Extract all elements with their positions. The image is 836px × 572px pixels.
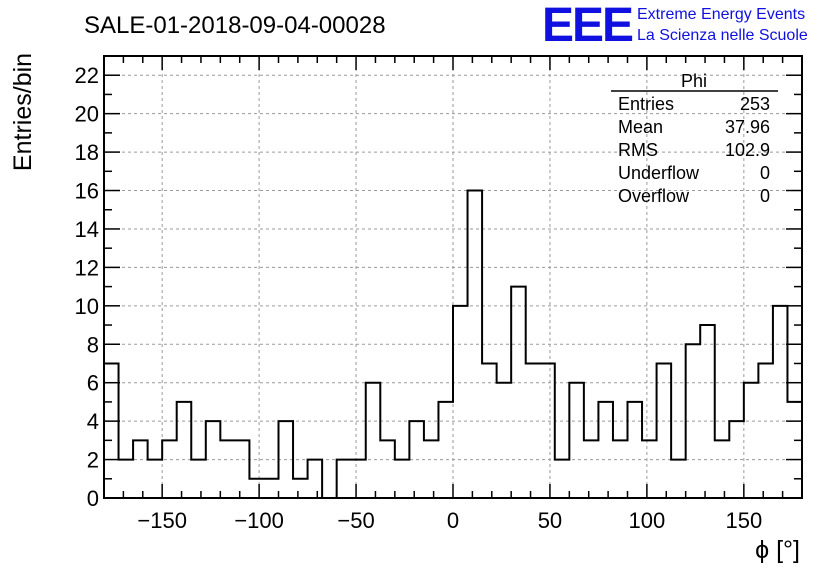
y-tick-label: 6 (87, 371, 99, 396)
y-tick-label: 2 (87, 448, 99, 473)
stats-label: Mean (618, 117, 663, 137)
histogram-bin (671, 460, 686, 498)
y-tick-label: 10 (75, 294, 99, 319)
stats-value: 0 (760, 186, 770, 206)
histogram-bin (686, 344, 701, 498)
x-tick-label: 150 (725, 508, 762, 533)
histogram-bin (337, 460, 352, 498)
eee-logo-line2: La Scienza nelle Scuole (637, 27, 808, 44)
histogram-bin (598, 402, 613, 498)
histogram-bin (279, 421, 294, 498)
stats-value: 253 (740, 94, 770, 114)
histogram-bin (526, 363, 541, 498)
eee-logo-line1: Extreme Energy Events (637, 6, 805, 23)
y-tick-label: 12 (75, 255, 99, 280)
histogram-bin (206, 421, 221, 498)
histogram-bin (613, 440, 628, 498)
histogram-bin (351, 460, 366, 498)
histogram-bin (758, 363, 773, 498)
histogram-bin (555, 460, 570, 498)
y-axis-label: Entries/bin (9, 53, 37, 171)
stats-rows: Entries 253 Mean 37.96 RMS 102.9 Underflow 0 Ove… (618, 94, 770, 206)
histogram-bin (177, 402, 192, 498)
y-tick-label: 22 (75, 63, 99, 88)
histogram-bin (235, 440, 250, 498)
histogram-bin (700, 325, 715, 498)
histogram-bin (468, 191, 483, 498)
histogram-bin (293, 479, 308, 498)
x-axis-label: ϕ [°] (755, 536, 800, 564)
x-tick-label: 50 (538, 508, 562, 533)
histogram-bin (119, 460, 134, 498)
histogram-bin (497, 383, 512, 498)
y-tick-label: 14 (75, 217, 99, 242)
x-tick-label: 100 (629, 508, 666, 533)
y-tick-label: 8 (87, 332, 99, 357)
y-tick-label: 0 (87, 486, 99, 511)
histogram-bin (409, 421, 424, 498)
histogram-bin (148, 460, 163, 498)
x-tick-label: −150 (137, 508, 187, 533)
histogram-bin (249, 479, 264, 498)
y-tick-label: 16 (75, 179, 99, 204)
eee-logo: EEE Extreme Energy Events La Scienza nel… (542, 0, 808, 52)
axis-ticks (104, 55, 802, 499)
stats-value: 0 (760, 163, 770, 183)
x-tick-label: −100 (234, 508, 284, 533)
histogram-bin (773, 306, 788, 498)
histogram-bin (424, 440, 439, 498)
histogram-bin (104, 363, 119, 498)
histogram-bin (628, 402, 643, 498)
histogram-bin (133, 440, 148, 498)
eee-logo-text: EEE (542, 0, 633, 52)
histogram-bin (715, 440, 730, 498)
x-tick-label: 0 (447, 508, 459, 533)
x-tick-label: −50 (337, 508, 374, 533)
stats-label: RMS (618, 140, 658, 160)
histogram-bin (395, 460, 410, 498)
stats-label: Underflow (618, 163, 700, 183)
stats-label: Overflow (618, 186, 690, 206)
histogram-bin (366, 383, 381, 498)
histogram-bin (744, 383, 759, 498)
histogram-bin (642, 440, 657, 498)
histogram-bin (511, 287, 526, 498)
stats-value: 102.9 (725, 140, 770, 160)
histogram-bin (380, 440, 395, 498)
histogram-bin (438, 402, 453, 498)
histogram-bin (162, 440, 177, 498)
histogram-bin (453, 306, 468, 498)
stats-box-title: Phi (681, 71, 707, 91)
histogram-bin (191, 460, 206, 498)
stats-label: Entries (618, 94, 674, 114)
histogram-bin (657, 363, 672, 498)
y-tick-label: 18 (75, 140, 99, 165)
x-tick-labels: −150 −100 −50 0 50 100 150 (137, 508, 762, 533)
histogram-outline (103, 189, 803, 499)
y-tick-label: 20 (75, 102, 99, 127)
chart-title: SALE-01-2018-09-04-00028 (84, 12, 386, 39)
histogram-bin (482, 363, 497, 498)
histogram-bin (787, 402, 802, 498)
stats-value: 37.96 (725, 117, 770, 137)
histogram-bin (540, 363, 555, 498)
histogram-bin (569, 383, 584, 498)
y-tick-label: 4 (87, 409, 99, 434)
histogram-bin (729, 421, 744, 498)
histogram-bin (264, 479, 279, 498)
stats-box: Phi Entries 253 Mean 37.96 RMS 102.9 Underflow… (611, 71, 778, 206)
histogram-bin (308, 460, 323, 498)
histogram-bin (220, 440, 235, 498)
histogram-bin (584, 440, 599, 498)
y-tick-labels: 0 2 4 6 8 10 12 14 16 18 20 22 (75, 63, 99, 511)
